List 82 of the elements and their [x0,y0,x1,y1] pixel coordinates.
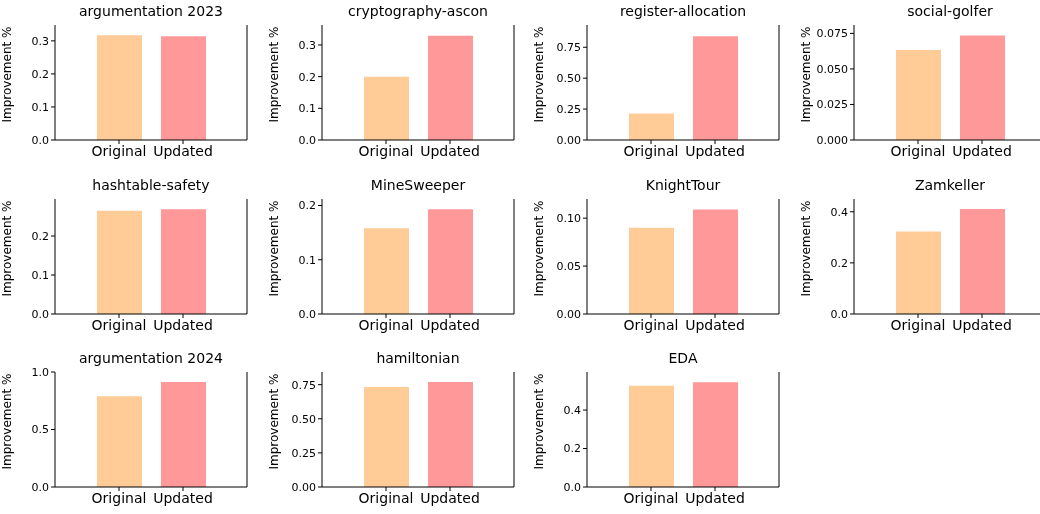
y-tick-label: 0.25 [291,446,316,460]
x-tick-label: Updated [153,142,213,159]
x-tick-label: Original [623,142,679,159]
y-tick-label: 0.10 [556,212,581,226]
y-axis-title: Improvement % [799,26,814,123]
x-tick-label: Updated [952,316,1012,333]
y-tick-label: 0.00 [556,307,581,321]
x-tick-label: Original [91,316,147,333]
x-tick-label: Updated [685,316,745,333]
x-tick-label: Original [890,316,946,333]
y-tick-label: 0.4 [830,205,848,219]
y-tick-label: 0.5 [31,423,49,437]
chart-title: register-allocation [618,3,748,19]
x-tick-label: Updated [420,142,480,159]
chart-title: social-golfer [906,3,994,19]
y-tick-label: 0.75 [556,41,581,55]
y-tick-label: 0.1 [298,102,316,116]
x-tick-label: Original [890,142,946,159]
x-tick-label: Updated [420,489,480,506]
y-tick-label: 0.0 [298,133,316,147]
y-tick-label: 0.50 [556,72,581,86]
y-tick-label: 0.00 [291,480,316,494]
x-tick-label: Original [91,489,147,506]
y-tick-label: 0.4 [563,403,581,417]
x-tick-label: Updated [420,316,480,333]
chart-title: MineSweeper [369,177,467,193]
y-axis-title: Improvement % [267,26,282,123]
y-axis-title: Improvement % [532,200,547,297]
y-tick-label: 0.1 [31,268,49,282]
x-tick-label: Original [623,316,679,333]
chart-title: KnightTour [644,177,722,193]
x-tick-label: Updated [685,489,745,506]
y-tick-label: 0.2 [298,199,316,213]
y-tick-label: 0.0 [31,133,49,147]
x-tick-label: Original [358,142,414,159]
x-tick-label: Original [623,489,679,506]
y-tick-label: 0.25 [556,102,581,116]
y-tick-label: 0.0 [563,480,581,494]
chart-title: argumentation 2024 [78,350,224,366]
y-axis-title: Improvement % [0,26,15,123]
x-tick-label: Original [358,489,414,506]
x-tick-label: Updated [153,316,213,333]
y-tick-label: 0.2 [298,70,316,84]
y-tick-label: 0.05 [556,259,581,273]
y-tick-label: 0.50 [291,412,316,426]
y-tick-label: 0.3 [298,38,316,52]
chart-title: argumentation 2023 [78,3,224,19]
chart-title: hashtable-safety [91,177,211,193]
y-axis-title: Improvement % [0,373,15,470]
y-tick-label: 1.0 [31,365,49,379]
y-tick-label: 0.3 [31,34,49,48]
y-axis-title: Improvement % [267,373,282,470]
y-tick-label: 0.025 [816,98,848,112]
y-tick-label: 0.2 [31,229,49,243]
y-axis-title: Improvement % [267,200,282,297]
y-tick-label: 0.2 [563,442,581,456]
chart-title: hamiltonian [375,350,461,366]
y-tick-label: 0.2 [31,67,49,81]
y-axis-title: Improvement % [0,200,15,297]
y-tick-label: 0.0 [830,307,848,321]
y-axis-title: Improvement % [532,373,547,470]
x-tick-label: Updated [153,489,213,506]
x-tick-label: Updated [685,142,745,159]
x-tick-label: Original [91,142,147,159]
y-tick-label: 0.75 [291,378,316,392]
y-tick-label: 0.075 [816,27,848,41]
y-tick-label: 0.1 [31,100,49,114]
chart-title: Zamkeller [913,177,987,193]
y-tick-label: 0.050 [816,62,848,76]
x-tick-label: Updated [952,142,1012,159]
y-tick-label: 0.0 [31,480,49,494]
x-tick-label: Original [358,316,414,333]
y-tick-label: 0.1 [298,253,316,267]
y-axis-title: Improvement % [799,200,814,297]
chart-title: cryptography-ascon [347,3,489,19]
y-tick-label: 0.000 [816,133,848,147]
y-tick-label: 0.00 [556,133,581,147]
y-tick-label: 0.0 [298,307,316,321]
chart-title: EDA [667,350,699,366]
y-axis-title: Improvement % [532,26,547,123]
y-tick-label: 0.2 [830,256,848,270]
y-tick-label: 0.0 [31,307,49,321]
